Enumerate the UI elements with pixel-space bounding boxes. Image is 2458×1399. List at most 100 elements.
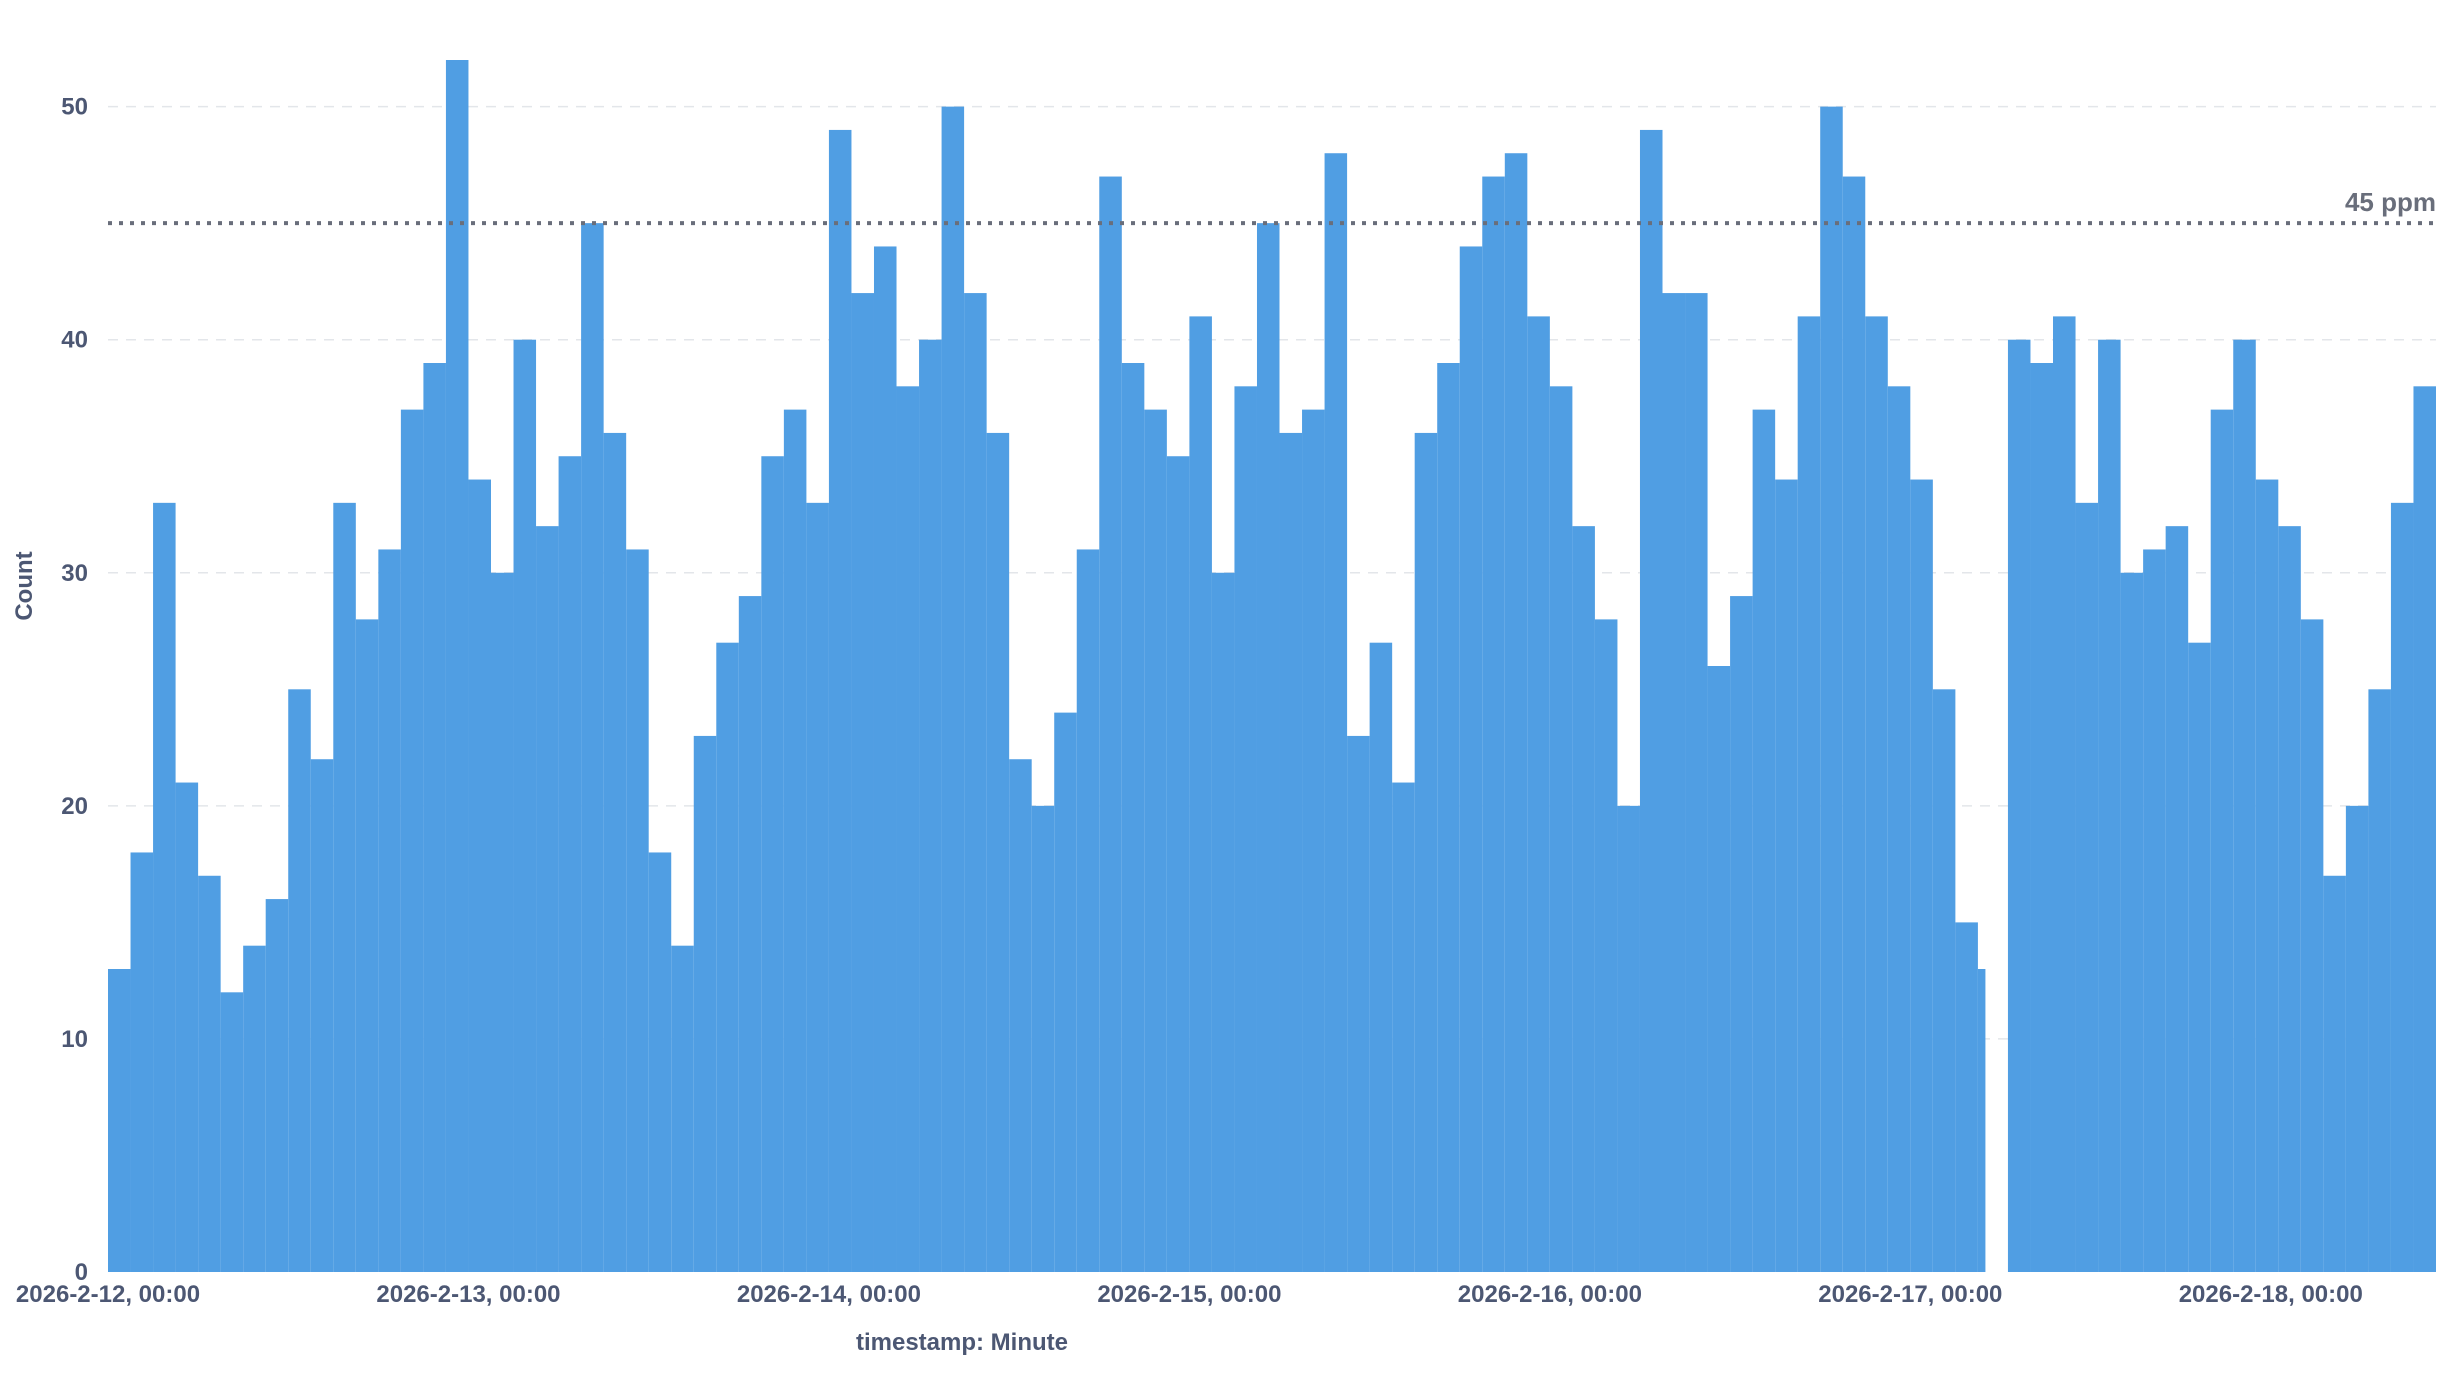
bar[interactable]	[716, 642, 739, 1272]
bar[interactable]	[738, 596, 762, 1272]
bar[interactable]	[1414, 432, 1438, 1272]
bar[interactable]	[2210, 409, 2234, 1273]
bar[interactable]	[919, 339, 942, 1272]
bar[interactable]	[1347, 735, 1370, 1272]
bar[interactable]	[1279, 432, 1303, 1272]
bar[interactable]	[2390, 502, 2414, 1272]
bar[interactable]	[2323, 875, 2346, 1272]
bar[interactable]	[1144, 409, 1167, 1273]
bar[interactable]	[2233, 339, 2256, 1272]
bar[interactable]	[964, 293, 987, 1273]
bar[interactable]	[2053, 316, 2076, 1272]
bar[interactable]	[108, 969, 131, 1272]
bar[interactable]	[2007, 339, 2031, 1272]
bar[interactable]	[558, 456, 582, 1272]
bar[interactable]	[1730, 596, 1753, 1272]
bar[interactable]	[1009, 759, 1032, 1272]
bar[interactable]	[243, 945, 266, 1272]
bar[interactable]	[513, 339, 537, 1272]
bar[interactable]	[2143, 549, 2166, 1272]
bar[interactable]	[1166, 456, 1190, 1272]
bar[interactable]	[873, 246, 897, 1272]
bar[interactable]	[1369, 642, 1393, 1272]
bar[interactable]	[1099, 176, 1122, 1273]
bar[interactable]	[1189, 316, 1212, 1272]
bar[interactable]	[468, 479, 491, 1272]
bar[interactable]	[1527, 316, 1550, 1272]
bar[interactable]	[2075, 502, 2099, 1272]
bar[interactable]	[648, 852, 672, 1272]
bar[interactable]	[1572, 526, 1595, 1272]
bar[interactable]	[1549, 386, 1573, 1272]
bar[interactable]	[355, 619, 379, 1272]
bar[interactable]	[2188, 642, 2211, 1272]
bar[interactable]	[1887, 386, 1911, 1272]
bar[interactable]	[2255, 479, 2279, 1272]
bar[interactable]	[1639, 129, 1663, 1272]
bar[interactable]	[693, 735, 717, 1272]
bar[interactable]	[1076, 549, 1100, 1272]
bar[interactable]	[333, 502, 356, 1272]
bar[interactable]	[671, 945, 694, 1272]
bar[interactable]	[941, 106, 965, 1273]
bar[interactable]	[1910, 479, 1933, 1272]
bar[interactable]	[581, 223, 604, 1273]
bar[interactable]	[400, 409, 424, 1273]
bar[interactable]	[2278, 526, 2301, 1272]
bar[interactable]	[851, 293, 874, 1273]
bar[interactable]	[1775, 479, 1798, 1272]
bar[interactable]	[1121, 363, 1145, 1272]
bar[interactable]	[1392, 782, 1415, 1272]
bar[interactable]	[2413, 386, 2436, 1272]
bar[interactable]	[1211, 572, 1235, 1272]
bar[interactable]	[828, 129, 852, 1272]
bar[interactable]	[1302, 409, 1325, 1273]
bar[interactable]	[1865, 316, 1888, 1272]
bar[interactable]	[1707, 666, 1731, 1272]
bar[interactable]	[536, 526, 559, 1272]
bar[interactable]	[378, 549, 401, 1272]
bar[interactable]	[1617, 805, 1640, 1272]
bar[interactable]	[130, 852, 154, 1272]
bar[interactable]	[1977, 969, 1986, 1272]
bar[interactable]	[1324, 153, 1348, 1273]
bar[interactable]	[2120, 572, 2144, 1272]
bar[interactable]	[423, 363, 446, 1272]
bar[interactable]	[603, 432, 627, 1272]
bar[interactable]	[1504, 153, 1528, 1273]
bar[interactable]	[1234, 386, 1257, 1272]
bar[interactable]	[1685, 293, 1708, 1273]
bar[interactable]	[2300, 619, 2324, 1272]
bar[interactable]	[2165, 526, 2189, 1272]
bar[interactable]	[198, 875, 221, 1272]
bar[interactable]	[2030, 363, 2054, 1272]
bar[interactable]	[310, 759, 334, 1272]
bar[interactable]	[1482, 176, 1505, 1273]
bar[interactable]	[2345, 805, 2369, 1272]
bar[interactable]	[1459, 246, 1483, 1272]
bar[interactable]	[806, 502, 829, 1272]
bar[interactable]	[445, 60, 469, 1272]
bar[interactable]	[1594, 619, 1618, 1272]
bar[interactable]	[1842, 176, 1866, 1273]
bar[interactable]	[490, 572, 514, 1272]
bar[interactable]	[153, 502, 176, 1272]
bar[interactable]	[175, 782, 199, 1272]
bar[interactable]	[626, 549, 649, 1272]
bar[interactable]	[2368, 689, 2391, 1272]
bar[interactable]	[1256, 223, 1280, 1273]
bar[interactable]	[220, 992, 244, 1272]
bar[interactable]	[783, 409, 807, 1273]
bar[interactable]	[288, 689, 311, 1272]
bar[interactable]	[1031, 805, 1055, 1272]
bar[interactable]	[761, 456, 784, 1272]
bar[interactable]	[896, 386, 920, 1272]
bar[interactable]	[1054, 712, 1077, 1272]
bar[interactable]	[1955, 922, 1978, 1272]
bar[interactable]	[1932, 689, 1956, 1272]
bar[interactable]	[2098, 339, 2121, 1272]
bar[interactable]	[1797, 316, 1821, 1272]
bar[interactable]	[1662, 293, 1686, 1273]
bar[interactable]	[986, 432, 1010, 1272]
bar[interactable]	[1820, 106, 1843, 1273]
